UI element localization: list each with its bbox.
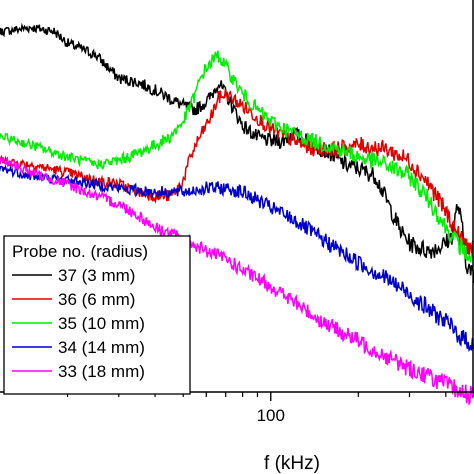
legend-label-3: 35 (10 mm) <box>58 314 145 333</box>
legend-box <box>3 235 191 395</box>
series-line-3 <box>0 50 474 263</box>
x-axis-title: f (kHz) <box>264 453 320 474</box>
legend-label-2: 36 (6 mm) <box>58 290 135 309</box>
series-line-2 <box>0 89 474 255</box>
x-tick-label: 100 <box>257 406 285 425</box>
legend: Probe no. (radius) 37 (3 mm) 36 (6 mm) 35 … <box>3 235 191 395</box>
legend-title: Probe no. (radius) <box>12 242 148 261</box>
legend-label-1: 37 (3 mm) <box>58 266 135 285</box>
legend-label-5: 33 (18 mm) <box>58 362 145 381</box>
series-line-5 <box>0 157 474 406</box>
legend-label-4: 34 (14 mm) <box>58 338 145 357</box>
series-layer <box>0 22 474 406</box>
